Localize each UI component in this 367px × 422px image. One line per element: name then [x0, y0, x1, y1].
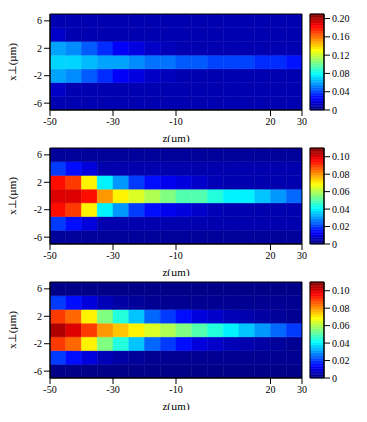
svg-text:0.02: 0.02 [332, 221, 350, 232]
svg-text:z(µm): z(µm) [162, 132, 189, 142]
svg-text:0.10: 0.10 [332, 151, 350, 162]
svg-text:-50: -50 [43, 116, 56, 127]
svg-text:-2: -2 [34, 338, 42, 349]
svg-text:0.02: 0.02 [332, 355, 350, 366]
svg-text:6: 6 [37, 283, 42, 294]
svg-text:-30: -30 [106, 384, 119, 395]
svg-text:z(µm): z(µm) [162, 266, 189, 276]
svg-text:0.12: 0.12 [332, 50, 350, 61]
svg-text:-2: -2 [34, 70, 42, 81]
svg-text:0.04: 0.04 [332, 86, 350, 97]
svg-text:0.06: 0.06 [332, 320, 350, 331]
svg-text:2: 2 [37, 177, 42, 188]
svg-text:x⊥(µm): x⊥(µm) [8, 177, 19, 215]
svg-text:2: 2 [37, 311, 42, 322]
svg-text:-30: -30 [106, 116, 119, 127]
svg-text:x⊥(µm): x⊥(µm) [8, 311, 19, 349]
svg-text:-10: -10 [169, 250, 182, 261]
svg-text:0.08: 0.08 [332, 169, 350, 180]
svg-text:30: 30 [297, 250, 307, 261]
svg-text:20: 20 [266, 116, 276, 127]
svg-text:6: 6 [37, 15, 42, 26]
svg-text:-10: -10 [169, 384, 182, 395]
svg-text:0.16: 0.16 [332, 31, 350, 42]
svg-text:0.08: 0.08 [332, 68, 350, 79]
svg-text:z(µm): z(µm) [162, 400, 189, 410]
svg-text:x⊥(µm): x⊥(µm) [8, 43, 19, 81]
svg-text:6: 6 [37, 149, 42, 160]
svg-text:0.08: 0.08 [332, 303, 350, 314]
svg-text:20: 20 [266, 384, 276, 395]
svg-text:0.20: 0.20 [332, 13, 350, 24]
svg-text:-10: -10 [169, 116, 182, 127]
svg-text:-50: -50 [43, 250, 56, 261]
svg-text:0: 0 [332, 239, 337, 250]
svg-text:30: 30 [297, 116, 307, 127]
svg-text:-2: -2 [34, 204, 42, 215]
svg-text:0.04: 0.04 [332, 204, 350, 215]
svg-text:0: 0 [332, 105, 337, 116]
svg-text:2: 2 [37, 43, 42, 54]
svg-text:-6: -6 [34, 232, 42, 243]
svg-text:20: 20 [266, 250, 276, 261]
svg-text:0: 0 [332, 373, 337, 384]
svg-text:0.04: 0.04 [332, 338, 350, 349]
svg-text:-30: -30 [106, 250, 119, 261]
svg-text:0.06: 0.06 [332, 186, 350, 197]
svg-text:0.10: 0.10 [332, 285, 350, 296]
svg-text:-6: -6 [34, 98, 42, 109]
svg-text:30: 30 [297, 384, 307, 395]
svg-text:-50: -50 [43, 384, 56, 395]
svg-text:-6: -6 [34, 366, 42, 377]
